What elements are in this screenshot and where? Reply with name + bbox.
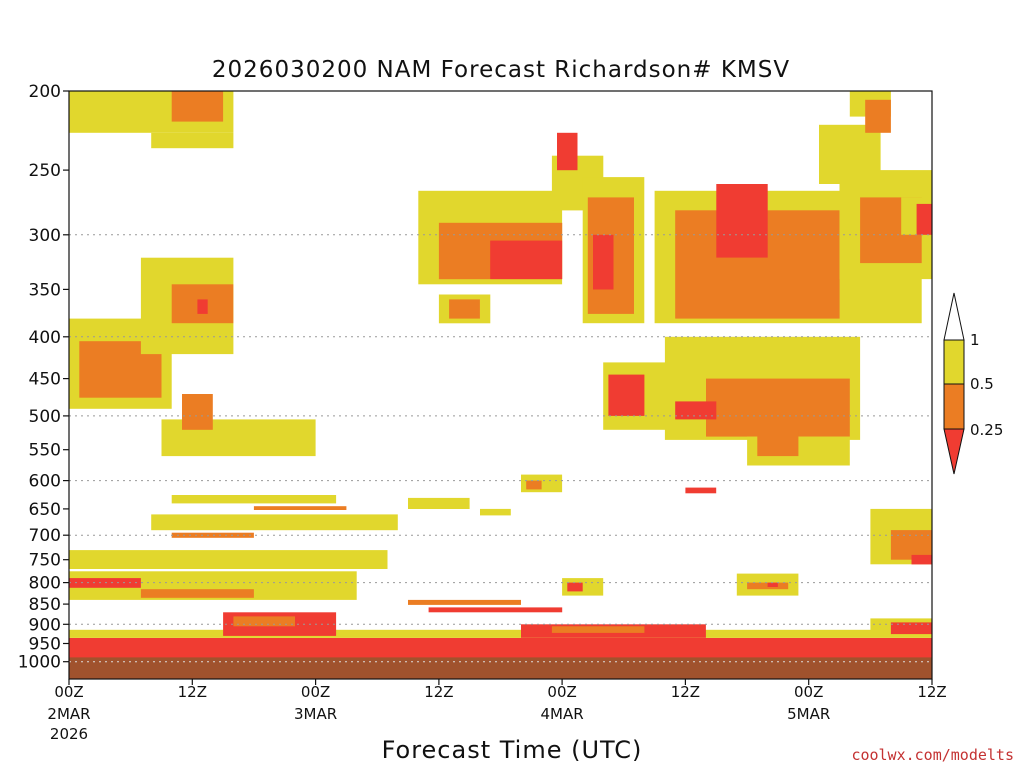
x-tick-label-12: 12Z — [178, 683, 207, 701]
x-tick-label-60: 12Z — [671, 683, 700, 701]
colorbar-label-0_5: 0.5 — [970, 375, 994, 393]
ri-region-high-2 — [151, 132, 234, 149]
ri-region-high-12 — [151, 514, 398, 531]
x-tick-label-0: 00Z — [54, 683, 83, 701]
ri-region-mid-11 — [253, 506, 347, 510]
ri-surface-band-mid-9 — [408, 599, 521, 605]
x-tick-date-48: 4MAR — [541, 705, 584, 723]
ri-region-high-42 — [819, 124, 881, 184]
ground-fill — [69, 657, 932, 679]
ri-surface-band-mid-5 — [551, 626, 645, 633]
x-tick-label-72: 00Z — [794, 683, 823, 701]
y-tick-label-250: 250 — [29, 161, 61, 181]
ri-region-mid-9 — [182, 394, 213, 430]
ri-region-mid-17 — [140, 589, 254, 598]
ri-region-high-18 — [408, 497, 470, 509]
x-axis: 00Z 2MAR 2026 12Z 00Z 3MAR 12Z 00Z 4MAR 12Z 00Z 5MA… — [47, 679, 947, 743]
colorbar-top-arrow — [943, 292, 965, 341]
y-tick-label-450: 450 — [29, 370, 61, 390]
ri-region-low-39 — [675, 401, 717, 420]
ri-surface-band-low-7 — [890, 622, 932, 635]
ri-region-high-14 — [69, 550, 388, 569]
ri-region-low-24 — [557, 132, 578, 171]
y-tick-label-1000: 1000 — [18, 653, 61, 673]
colorbar-bin-high — [943, 339, 965, 385]
colorbar-legend: 0.25 0.5 1 — [943, 292, 1003, 475]
colorbar-label-0_25: 0.25 — [970, 421, 1003, 439]
y-tick-label-950: 950 — [29, 635, 61, 655]
ri-region-low-44 — [916, 203, 932, 235]
ri-region-low-57 — [685, 487, 717, 494]
y-tick-label-300: 300 — [29, 226, 61, 246]
ri-region-low-36 — [608, 374, 645, 416]
x-tick-date-0: 2MAR — [47, 705, 90, 723]
y-axis: 200 250 300 350 400 450 500 550 600 650 700 750 8008… — [18, 82, 69, 673]
ri-region-high-19 — [480, 508, 511, 516]
plot-frame — [68, 90, 933, 680]
y-tick-label-500: 500 — [29, 407, 61, 427]
ri-surface-band-low-8 — [428, 607, 563, 613]
ri-region-mid-13 — [171, 532, 254, 538]
ri-region-low-49 — [911, 554, 932, 565]
y-tick-label-850: 850 — [29, 595, 61, 615]
colorbar-bin-mid — [943, 383, 965, 430]
credit-text: coolwx.com/modelts — [851, 746, 1014, 764]
ri-region-low-16 — [69, 578, 141, 588]
x-tick-label-36: 12Z — [424, 683, 453, 701]
ri-surface-band-low-0 — [69, 637, 932, 658]
ri-region-mid-41 — [757, 429, 799, 457]
colorbar-label-1: 1 — [970, 331, 980, 349]
ri-region-high-10 — [171, 495, 337, 504]
ri-region-low-22 — [490, 240, 563, 280]
x-tick-date-72: 5MAR — [787, 705, 830, 723]
y-tick-label-600: 600 — [29, 472, 61, 492]
ri-surface-band-high-1 — [69, 629, 932, 638]
y-tick-label-800: 800 — [29, 574, 61, 594]
chart-title: 2026030200 NAM Forecast Richardson# KMSV — [212, 57, 790, 83]
ri-region-mid-46 — [865, 99, 891, 133]
plot-area — [69, 91, 932, 679]
ri-region-low-7 — [197, 299, 208, 314]
y-tick-label-750: 750 — [29, 551, 61, 571]
y-tick-label-400: 400 — [29, 328, 61, 348]
y-tick-label-650: 650 — [29, 500, 61, 520]
colorbar-bottom-arrow — [943, 428, 965, 475]
ri-region-mid-54 — [526, 480, 542, 490]
y-tick-label-550: 550 — [29, 441, 61, 461]
ri-region-mid-38 — [706, 378, 850, 437]
x-tick-label-48: 00Z — [547, 683, 576, 701]
ri-region-low-52 — [767, 582, 778, 587]
ri-region-low-29 — [593, 234, 614, 290]
x-tick-label-84: 12Z — [917, 683, 946, 701]
ri-surface-band-mid-3 — [233, 616, 295, 627]
x-tick-date-24: 3MAR — [294, 705, 337, 723]
y-tick-label-200: 200 — [29, 82, 61, 102]
ri-region-mid-26 — [449, 299, 480, 319]
y-tick-label-900: 900 — [29, 615, 61, 635]
x-tick-label-24: 00Z — [301, 683, 330, 701]
y-tick-label-350: 350 — [29, 280, 61, 300]
ri-region-low-32 — [716, 184, 768, 258]
x-tick-year-0: 2026 — [50, 725, 88, 743]
x-axis-label: Forecast Time (UTC) — [382, 736, 643, 764]
y-tick-label-700: 700 — [29, 526, 61, 546]
ri-region-low-56 — [567, 582, 583, 592]
ri-region-mid-1 — [171, 91, 224, 122]
